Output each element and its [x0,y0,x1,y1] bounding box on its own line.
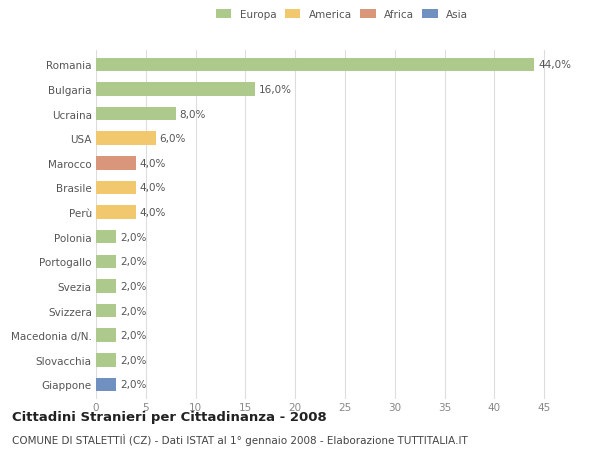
Bar [96,280,116,293]
Bar [96,304,116,318]
Text: 2,0%: 2,0% [120,281,146,291]
Legend: Europa, America, Africa, Asia: Europa, America, Africa, Asia [214,7,470,22]
Bar [96,206,136,219]
Text: 4,0%: 4,0% [140,207,166,218]
Bar [96,255,116,269]
Text: 2,0%: 2,0% [120,257,146,267]
Text: 44,0%: 44,0% [538,60,571,70]
Bar [96,378,116,392]
Text: 4,0%: 4,0% [140,158,166,168]
Text: 2,0%: 2,0% [120,355,146,365]
Bar [96,353,116,367]
Bar [96,107,176,121]
Text: 2,0%: 2,0% [120,306,146,316]
Text: COMUNE DI STALETTIÌ (CZ) - Dati ISTAT al 1° gennaio 2008 - Elaborazione TUTTITAL: COMUNE DI STALETTIÌ (CZ) - Dati ISTAT al… [12,433,468,445]
Bar [96,230,116,244]
Text: 2,0%: 2,0% [120,380,146,390]
Bar [96,58,534,72]
Text: 2,0%: 2,0% [120,330,146,341]
Bar [96,157,136,170]
Bar [96,132,156,146]
Text: 2,0%: 2,0% [120,232,146,242]
Text: 16,0%: 16,0% [259,85,292,95]
Text: 6,0%: 6,0% [160,134,186,144]
Text: 8,0%: 8,0% [179,109,206,119]
Bar [96,83,256,96]
Text: 4,0%: 4,0% [140,183,166,193]
Text: Cittadini Stranieri per Cittadinanza - 2008: Cittadini Stranieri per Cittadinanza - 2… [12,410,327,423]
Bar [96,329,116,342]
Bar [96,181,136,195]
